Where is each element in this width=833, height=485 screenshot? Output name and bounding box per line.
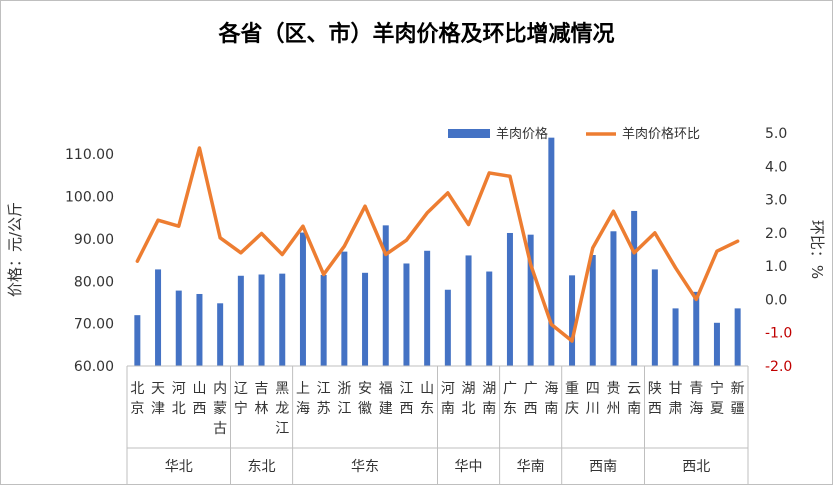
bar [569,275,576,366]
left-tick-label: 70.00 [74,317,114,333]
category-label: 重庆 [565,381,579,417]
region-label: 西南 [589,459,617,475]
category-label: 陕西 [648,381,662,417]
category-label: 海南 [544,381,558,417]
category-label: 江苏 [317,381,331,417]
bar [672,308,679,366]
category-label: 云南 [627,381,641,417]
category-label: 安徽 [358,381,372,417]
bar [175,290,182,366]
bar [610,231,617,366]
bar [279,273,286,366]
category-label: 北京 [130,381,144,417]
bar [424,250,431,366]
right-tick-label: 2.0 [765,226,787,242]
legend-line-label: 羊肉价格环比 [622,126,700,142]
category-label: 河北 [172,381,186,417]
category-label: 浙江 [337,381,351,417]
region-label: 西北 [682,459,710,475]
bar [548,137,555,366]
bar [299,232,306,366]
bar [134,315,141,366]
category-label: 四川 [586,381,600,417]
category-label: 青海 [689,381,703,417]
category-label: 贵州 [606,381,620,417]
category-label: 湖北 [462,381,476,417]
bar [631,210,638,366]
right-tick-label: 1.0 [765,259,787,275]
category-label: 福建 [379,381,393,417]
right-tick-label: -1.0 [765,326,792,342]
bar [486,271,493,366]
bar [506,232,513,366]
bar [258,274,265,366]
right-tick-label: 5.0 [765,126,787,142]
region-label: 华南 [517,459,545,475]
category-label: 内蒙古 [213,381,227,437]
category-label: 湖南 [482,381,496,417]
category-label: 黑龙江 [275,381,289,437]
bar [734,308,741,366]
bar [693,291,700,366]
legend-bar-label: 羊肉价格 [496,126,548,142]
left-tick-label: 110.00 [65,147,114,163]
left-tick-label: 80.00 [74,274,114,290]
chart-title: 各省（区、市）羊肉价格及环比增减情况 [218,22,615,47]
right-tick-label: -2.0 [765,359,792,375]
bar [527,234,534,366]
bar [320,274,327,366]
bar [237,275,244,366]
category-label: 山西 [192,381,206,417]
bar [589,255,596,366]
category-label: 广东 [503,381,517,417]
legend-bar-swatch [448,129,490,138]
category-label: 新疆 [731,381,745,417]
left-axis-title: 价格：元/公斤 [6,202,24,297]
bar [217,303,224,366]
region-label: 华东 [351,459,379,475]
right-tick-label: 0.0 [765,292,787,308]
bar [382,225,389,366]
line-series [135,146,740,343]
category-label: 广西 [524,381,538,417]
bar [196,293,203,366]
category-label: 山东 [420,381,434,417]
category-label: 上海 [296,381,310,417]
region-label: 东北 [248,459,276,475]
bar [155,269,162,366]
category-label: 辽宁 [234,381,248,417]
left-tick-label: 60.00 [74,359,114,375]
bar [362,272,369,366]
left-tick-label: 90.00 [74,232,114,248]
category-label: 吉林 [255,381,269,417]
region-label: 华中 [455,459,483,475]
category-label: 宁夏 [710,380,724,417]
bar [713,322,720,366]
bar [651,269,658,366]
bar [403,263,410,366]
bar [465,255,472,366]
category-label: 甘肃 [669,381,683,417]
region-label: 华北 [165,459,193,475]
left-tick-label: 100.00 [65,190,114,206]
right-axis-title: 环比：% [808,220,826,279]
category-label: 天津 [151,381,165,417]
category-label: 河南 [441,381,455,417]
bar [341,251,348,366]
bar [444,289,451,366]
category-label: 江西 [399,381,413,417]
right-tick-label: 3.0 [765,193,787,209]
right-tick-label: 4.0 [765,159,787,175]
